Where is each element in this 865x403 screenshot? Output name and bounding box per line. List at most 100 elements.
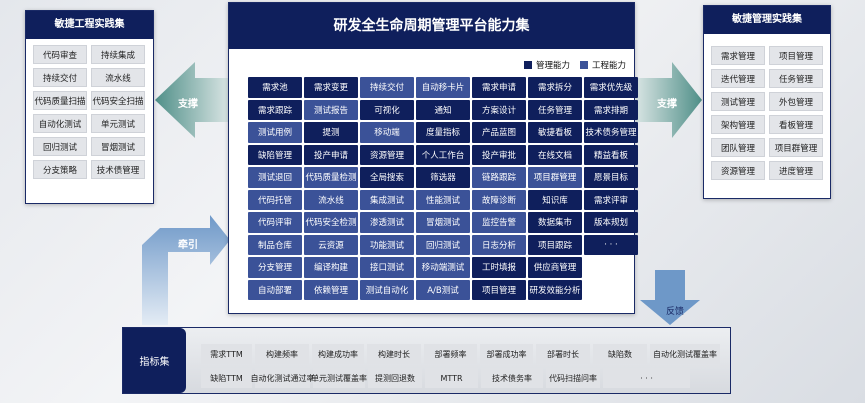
metric-item[interactable]: 构建时长 bbox=[367, 344, 421, 364]
capability-cell[interactable]: 测试自动化 bbox=[360, 279, 414, 300]
capability-cell[interactable]: 移动端 bbox=[360, 122, 414, 143]
capability-cell[interactable]: 代码质量检测 bbox=[304, 167, 358, 188]
capability-cell[interactable]: 项目跟踪 bbox=[528, 234, 582, 255]
capability-cell[interactable]: 测试报告 bbox=[304, 99, 358, 120]
capability-cell[interactable]: 敏捷看板 bbox=[528, 122, 582, 143]
capability-cell[interactable]: 链路跟踪 bbox=[472, 167, 526, 188]
capability-cell[interactable]: 测试退回 bbox=[248, 167, 302, 188]
practice-item[interactable]: 需求管理 bbox=[711, 46, 765, 65]
practice-item[interactable]: 项目群管理 bbox=[769, 138, 823, 157]
capability-cell[interactable]: 持续交付 bbox=[360, 77, 414, 98]
metric-item[interactable]: 提测回退数 bbox=[368, 368, 422, 388]
capability-cell[interactable]: 需求评审 bbox=[584, 189, 638, 210]
capability-cell[interactable]: 研发效能分析 bbox=[528, 279, 582, 300]
practice-item[interactable]: 技术债管理 bbox=[91, 160, 145, 179]
capability-cell[interactable]: 集成测试 bbox=[360, 189, 414, 210]
capability-cell[interactable]: 测试用例 bbox=[248, 122, 302, 143]
capability-cell[interactable]: 编译构建 bbox=[304, 257, 358, 278]
capability-cell[interactable]: 提测 bbox=[304, 122, 358, 143]
capability-cell[interactable]: 自动部署 bbox=[248, 279, 302, 300]
capability-cell[interactable]: 知识库 bbox=[528, 189, 582, 210]
metric-item[interactable]: 部署频率 bbox=[424, 344, 477, 364]
capability-cell[interactable]: 任务管理 bbox=[528, 99, 582, 120]
metric-item[interactable]: 代码扫描问率 bbox=[546, 368, 600, 388]
capability-cell[interactable]: 投产申请 bbox=[304, 144, 358, 165]
practice-item[interactable]: 持续集成 bbox=[91, 45, 145, 64]
capability-cell[interactable]: 需求跟踪 bbox=[248, 99, 302, 120]
metric-item[interactable]: 部署时长 bbox=[536, 344, 590, 364]
capability-cell[interactable]: 产品蓝图 bbox=[472, 122, 526, 143]
capability-cell[interactable]: 代码安全检测 bbox=[304, 212, 358, 233]
practice-item[interactable]: 代码质量扫描 bbox=[33, 91, 87, 110]
capability-cell[interactable]: A/B测试 bbox=[416, 279, 470, 300]
capability-cell[interactable]: 项目管理 bbox=[472, 279, 526, 300]
metric-item[interactable]: 自动化测试通过率 bbox=[251, 368, 315, 388]
capability-cell[interactable]: 精益看板 bbox=[584, 144, 638, 165]
capability-cell[interactable]: 分支管理 bbox=[248, 257, 302, 278]
practice-item[interactable]: 单元测试 bbox=[91, 114, 145, 133]
capability-cell[interactable]: 全局搜索 bbox=[360, 167, 414, 188]
capability-cell[interactable]: 度量指标 bbox=[416, 122, 470, 143]
capability-cell[interactable]: 技术债务管理 bbox=[584, 122, 638, 143]
capability-cell[interactable]: 功能测试 bbox=[360, 234, 414, 255]
capability-cell[interactable]: 需求排期 bbox=[584, 99, 638, 120]
capability-cell[interactable]: 工时填报 bbox=[472, 257, 526, 278]
capability-cell[interactable]: 移动端测试 bbox=[416, 257, 470, 278]
capability-cell[interactable]: 需求变更 bbox=[304, 77, 358, 98]
capability-cell[interactable]: 缺陷管理 bbox=[248, 144, 302, 165]
capability-cell[interactable]: 通知 bbox=[416, 99, 470, 120]
capability-cell[interactable]: 需求池 bbox=[248, 77, 302, 98]
capability-cell[interactable]: 可视化 bbox=[360, 99, 414, 120]
metric-item[interactable]: · · · bbox=[603, 368, 690, 388]
capability-cell[interactable]: · · · bbox=[584, 234, 638, 255]
capability-cell[interactable]: 回归测试 bbox=[416, 234, 470, 255]
capability-cell[interactable]: 需求拆分 bbox=[528, 77, 582, 98]
capability-cell[interactable]: 项目群管理 bbox=[528, 167, 582, 188]
metric-item[interactable]: 缺陷TTM bbox=[201, 368, 252, 388]
practice-item[interactable]: 回归测试 bbox=[33, 137, 87, 156]
practice-item[interactable]: 进度管理 bbox=[769, 161, 823, 180]
practice-item[interactable]: 持续交付 bbox=[33, 68, 87, 87]
capability-cell[interactable]: 资源管理 bbox=[360, 144, 414, 165]
capability-cell[interactable]: 云资源 bbox=[304, 234, 358, 255]
capability-cell[interactable]: 个人工作台 bbox=[416, 144, 470, 165]
capability-cell[interactable]: 监控告警 bbox=[472, 212, 526, 233]
capability-cell[interactable]: 流水线 bbox=[304, 189, 358, 210]
capability-cell[interactable]: 数据集市 bbox=[528, 212, 582, 233]
capability-cell[interactable]: 供应商管理 bbox=[528, 257, 582, 278]
capability-cell[interactable]: 代码评审 bbox=[248, 212, 302, 233]
metric-item[interactable]: 自动化测试覆盖率 bbox=[650, 344, 720, 364]
practice-item[interactable]: 流水线 bbox=[91, 68, 145, 87]
capability-cell[interactable]: 愿景目标 bbox=[584, 167, 638, 188]
practice-item[interactable]: 冒烟测试 bbox=[91, 137, 145, 156]
practice-item[interactable]: 团队管理 bbox=[711, 138, 765, 157]
capability-cell[interactable]: 日志分析 bbox=[472, 234, 526, 255]
metric-item[interactable]: 部署成功率 bbox=[480, 344, 533, 364]
capability-cell[interactable]: 自动移卡片 bbox=[416, 77, 470, 98]
practice-item[interactable]: 自动化测试 bbox=[33, 114, 87, 133]
capability-cell[interactable]: 性能测试 bbox=[416, 189, 470, 210]
practice-item[interactable]: 代码审查 bbox=[33, 45, 87, 64]
capability-cell[interactable]: 需求申请 bbox=[472, 77, 526, 98]
capability-cell[interactable]: 在线文档 bbox=[528, 144, 582, 165]
practice-item[interactable]: 测试管理 bbox=[711, 92, 765, 111]
capability-cell[interactable]: 版本规划 bbox=[584, 212, 638, 233]
practice-item[interactable]: 项目管理 bbox=[769, 46, 823, 65]
practice-item[interactable]: 架构管理 bbox=[711, 115, 765, 134]
practice-item[interactable]: 分支策略 bbox=[33, 160, 87, 179]
practice-item[interactable]: 任务管理 bbox=[769, 69, 823, 88]
capability-cell[interactable]: 代码托管 bbox=[248, 189, 302, 210]
practice-item[interactable]: 看板管理 bbox=[769, 115, 823, 134]
capability-cell[interactable]: 投产审批 bbox=[472, 144, 526, 165]
metric-item[interactable]: 构建成功率 bbox=[312, 344, 364, 364]
practice-item[interactable]: 外包管理 bbox=[769, 92, 823, 111]
practice-item[interactable]: 迭代管理 bbox=[711, 69, 765, 88]
capability-cell[interactable]: 筛选器 bbox=[416, 167, 470, 188]
practice-item[interactable]: 资源管理 bbox=[711, 161, 765, 180]
metric-item[interactable]: 需求TTM bbox=[201, 344, 252, 364]
metric-item[interactable]: 构建频率 bbox=[255, 344, 309, 364]
metric-item[interactable]: 缺陷数 bbox=[593, 344, 647, 364]
capability-cell[interactable]: 故障诊断 bbox=[472, 189, 526, 210]
capability-cell[interactable]: 渗透测试 bbox=[360, 212, 414, 233]
metric-item[interactable]: 技术债务率 bbox=[481, 368, 543, 388]
